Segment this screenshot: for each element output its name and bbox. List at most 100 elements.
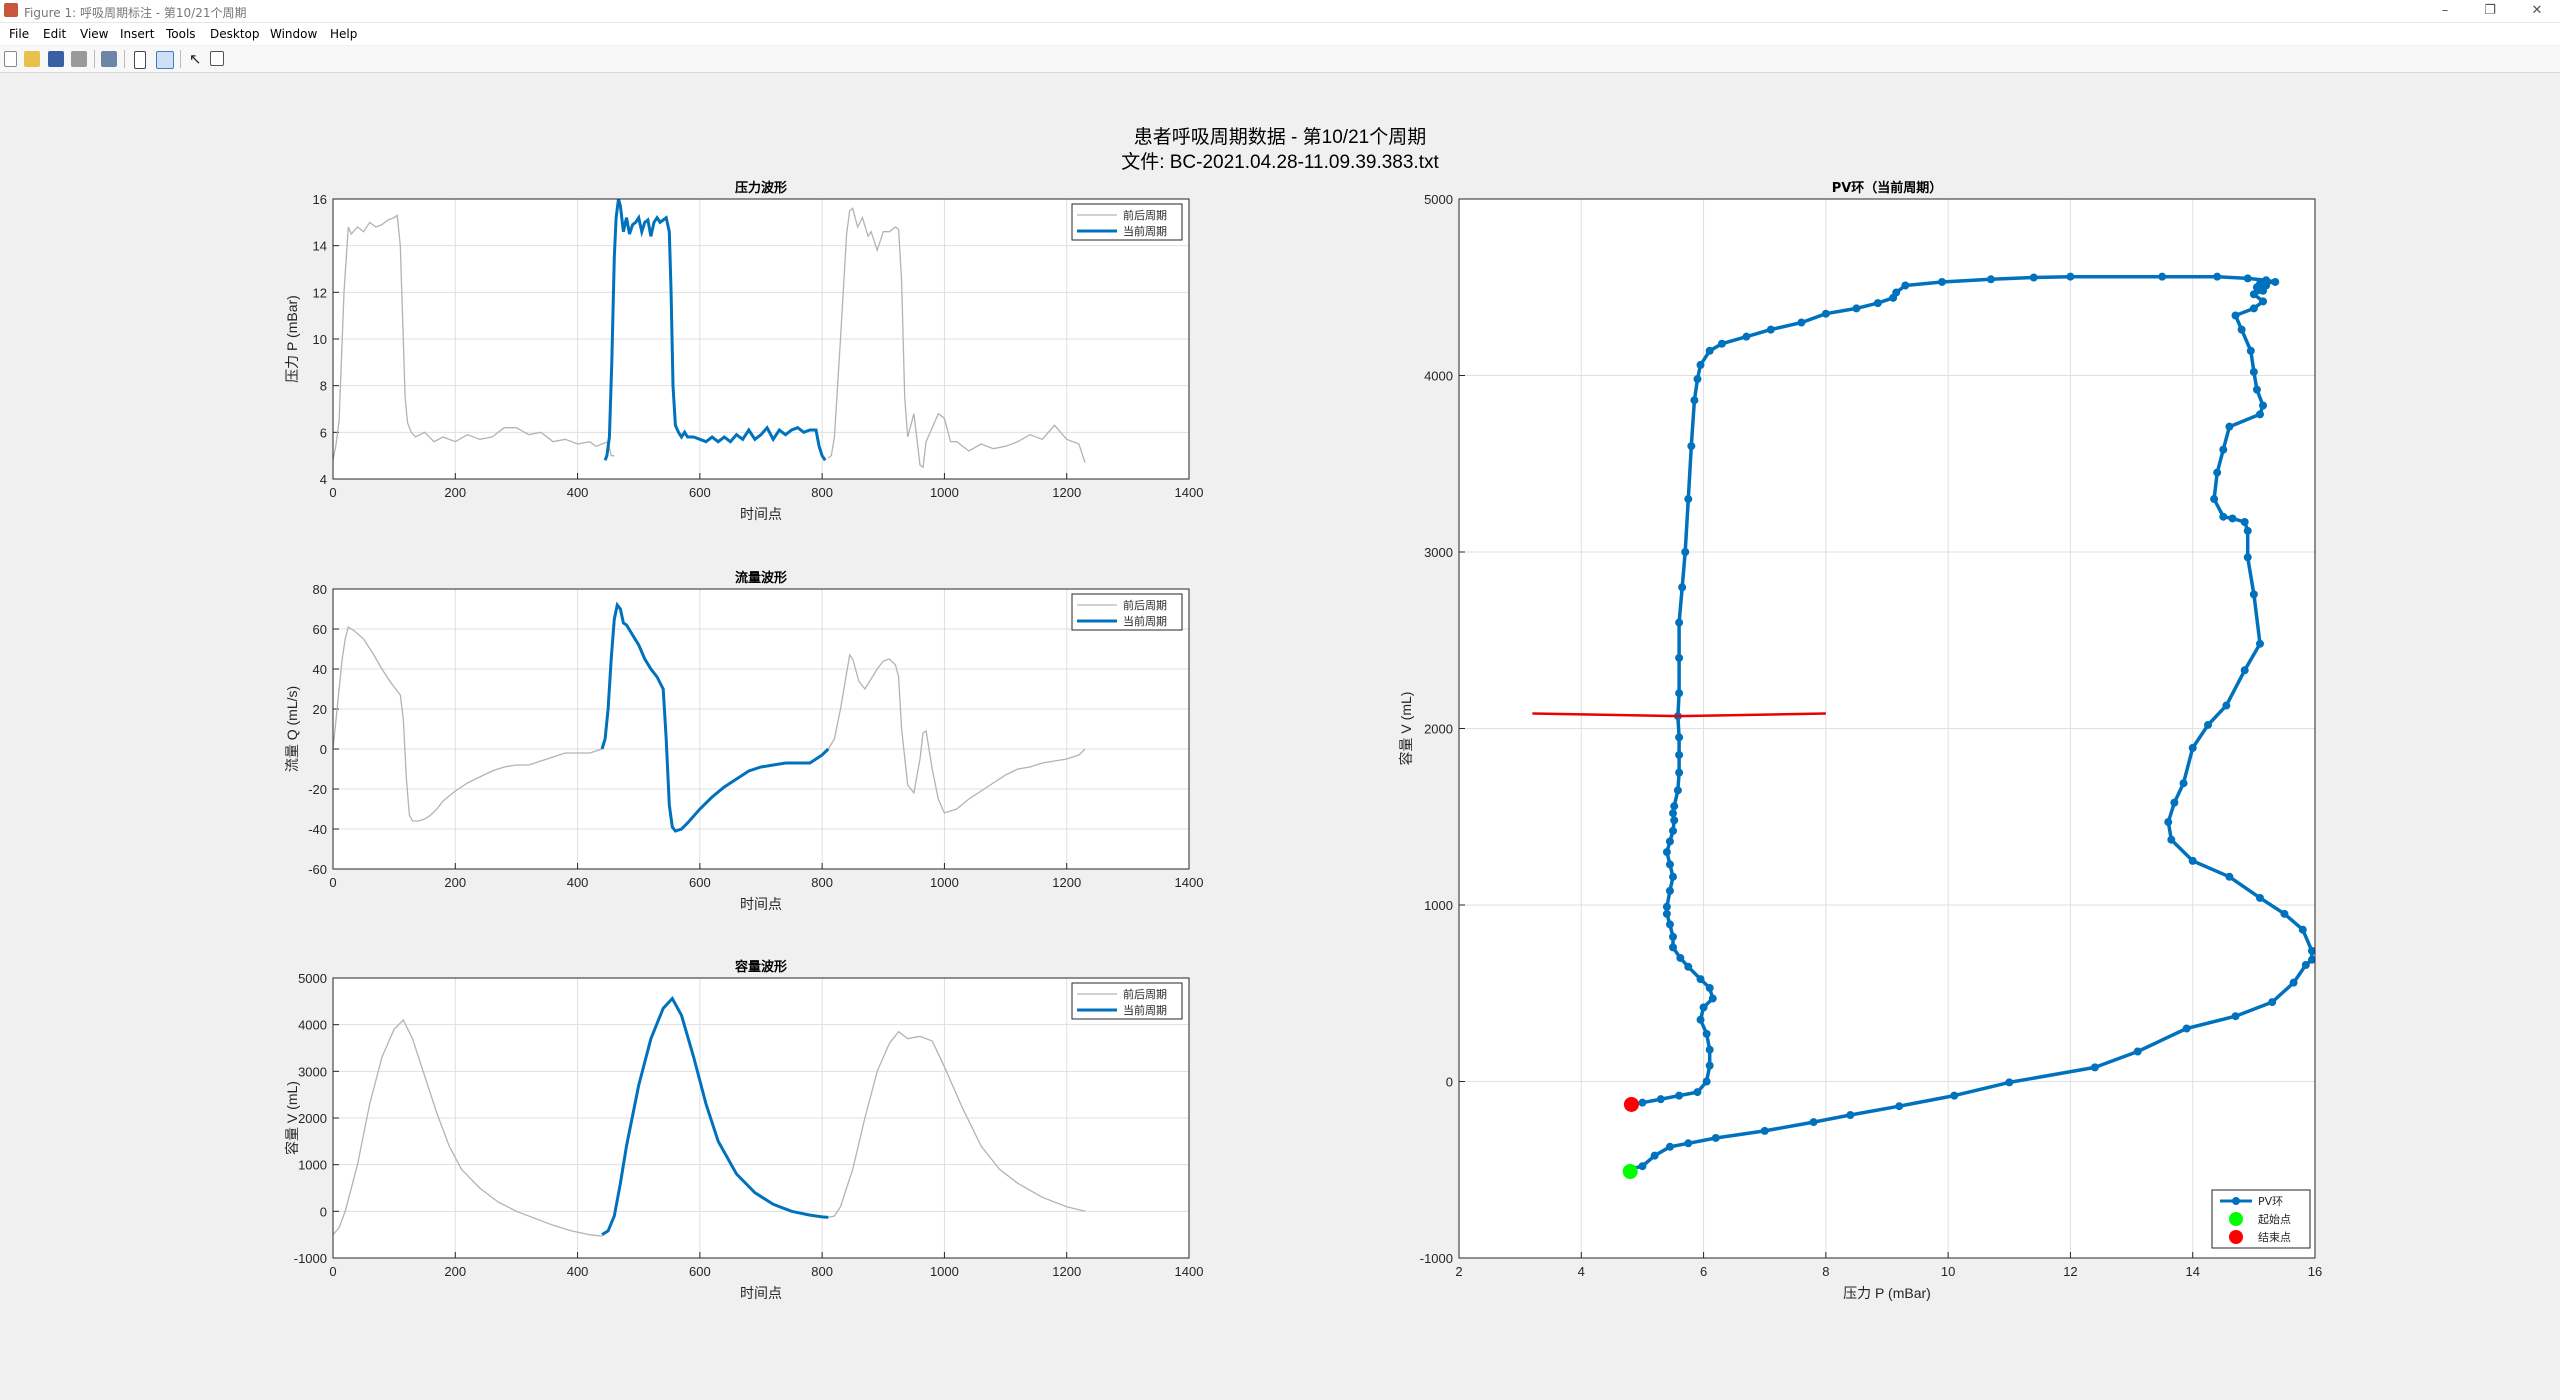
new-figure-icon[interactable] (4, 51, 17, 67)
pv-loop-point (1846, 1111, 1855, 1120)
pv-loop-point (2231, 311, 2240, 320)
y-tick-label: -60 (308, 862, 327, 877)
pv-loop-point (1938, 277, 1947, 286)
pointer-icon[interactable]: ↖ (189, 50, 202, 68)
y-tick-label: 4000 (298, 1018, 327, 1033)
pv-loop-point (1705, 346, 1714, 355)
y-tick-label: 5000 (1424, 192, 1453, 207)
pv-loop-point (2237, 325, 2246, 334)
context-cycle-line (828, 1030, 1086, 1219)
pv-loop-point (2262, 276, 2271, 285)
pv-loop-point (1670, 816, 1679, 825)
x-tick-label: 1000 (930, 875, 959, 890)
y-tick-label: -40 (308, 822, 327, 837)
pv-loop-point (2249, 367, 2258, 376)
volume-xlabel: 时间点 (740, 1285, 782, 1301)
menu-file[interactable]: File (9, 27, 30, 41)
pv-loop-point (1687, 442, 1696, 451)
y-tick-label: 4000 (1424, 369, 1453, 384)
pv-loop-point (1665, 1142, 1674, 1151)
y-tick-label: 60 (313, 622, 327, 637)
open-file-icon[interactable] (24, 51, 40, 67)
restore-button[interactable]: ❐ (2484, 3, 2496, 18)
menu-insert[interactable]: Insert (120, 27, 155, 41)
pv-loop-point (1675, 768, 1684, 777)
pv_loop-series-group (1532, 272, 2315, 1180)
x-tick-label: 1200 (1052, 875, 1081, 890)
window-titlebar[interactable]: Figure 1: 呼吸周期标注 - 第10/21个周期 – ❐ ✕ (0, 0, 2560, 23)
x-tick-label: 1400 (1175, 875, 1204, 890)
legend-entry: 当前周期 (1123, 614, 1167, 628)
toolbar-separator (180, 50, 181, 68)
pv-loop-point (2167, 835, 2176, 844)
minimize-button[interactable]: – (2441, 3, 2449, 18)
pv-loop-point (1699, 1003, 1708, 1012)
flow-axes-box (332, 588, 1190, 870)
pv-loop-point (1889, 293, 1898, 302)
pv-loop-point (2219, 512, 2228, 521)
current-cycle-line (600, 601, 830, 833)
pv-loop-point (1681, 548, 1690, 556)
close-button[interactable]: ✕ (2531, 3, 2543, 18)
toolbar-separator (94, 50, 95, 68)
pv-loop-point (2188, 856, 2197, 865)
legend-entry: 前后周期 (1123, 987, 1167, 1001)
dock-icon[interactable] (134, 51, 146, 69)
pv-loop-point (1717, 339, 1726, 348)
x-tick-label: 1000 (930, 485, 959, 500)
pv-loop-point (1669, 809, 1677, 818)
print-icon[interactable] (71, 51, 87, 67)
volume-grid (332, 977, 1190, 1259)
menu-help[interactable]: Help (330, 27, 358, 41)
red-marker-line (1532, 712, 1826, 718)
figure-toolbar: ↖ (0, 46, 2560, 73)
y-tick-label: 0 (320, 742, 327, 757)
menu-tools[interactable]: Tools (166, 27, 196, 41)
print-preview-icon[interactable] (101, 51, 117, 67)
pressure-ylabel: 压力 P (mBar) (284, 295, 300, 383)
matlab-figure-icon (4, 3, 18, 17)
legend-marker-end (2229, 1230, 2243, 1244)
pv-loop-point (1662, 909, 1671, 918)
pv-loop-point (1873, 299, 1882, 308)
pv-loop-point (1673, 786, 1682, 795)
pv-loop-point (1638, 1098, 1647, 1107)
figure-title: 患者呼吸周期数据 - 第10/21个周期 (1133, 127, 1427, 148)
menu-edit[interactable]: Edit (43, 27, 67, 41)
legend-box (1071, 593, 1183, 631)
y-tick-label: 12 (313, 285, 327, 300)
pv_loop-axes: 2 4 6 8 10 12 14 16 -1000 0 1000 2000 3000 4000 5000 PV… (1398, 180, 2322, 1301)
plot-browser-icon[interactable] (210, 51, 224, 66)
volume-axes-box (332, 977, 1190, 1259)
context-cycle-line (333, 214, 615, 461)
x-tick-label: 14 (2185, 1264, 2199, 1279)
pv-loop-point (1950, 1091, 1959, 1100)
flow-ylabel: 流量 Q (mL/s) (284, 686, 300, 772)
x-tick-label: 400 (567, 1264, 589, 1279)
x-tick-label: 4 (1578, 1264, 1585, 1279)
pv-loop-point (1669, 872, 1677, 881)
pv-loop-point (2210, 495, 2219, 504)
pv-loop-point (1662, 902, 1671, 911)
pv-loop-point (2246, 346, 2255, 355)
pv-loop-point (2255, 639, 2264, 648)
pv-loop-point (1696, 1015, 1705, 1024)
y-tick-label: 0 (320, 1204, 327, 1219)
y-tick-label: 2000 (298, 1111, 327, 1126)
toolbar-separator (124, 50, 125, 68)
property-editor-icon[interactable] (156, 51, 174, 69)
pv-loop-point (2249, 590, 2258, 599)
menu-view[interactable]: View (80, 27, 109, 41)
menu-window[interactable]: Window (270, 27, 318, 41)
context-cycle-line (333, 625, 603, 822)
save-icon[interactable] (48, 51, 64, 67)
legend-entry: 当前周期 (1123, 224, 1167, 238)
pv-loop-point (1766, 325, 1775, 334)
legend-entry: 当前周期 (1123, 1003, 1167, 1017)
y-tick-label: 3000 (1424, 545, 1453, 560)
pv-loop-point (1656, 1095, 1665, 1104)
pressure-title: 压力波形 (735, 180, 787, 196)
menu-desktop[interactable]: Desktop (210, 27, 260, 41)
